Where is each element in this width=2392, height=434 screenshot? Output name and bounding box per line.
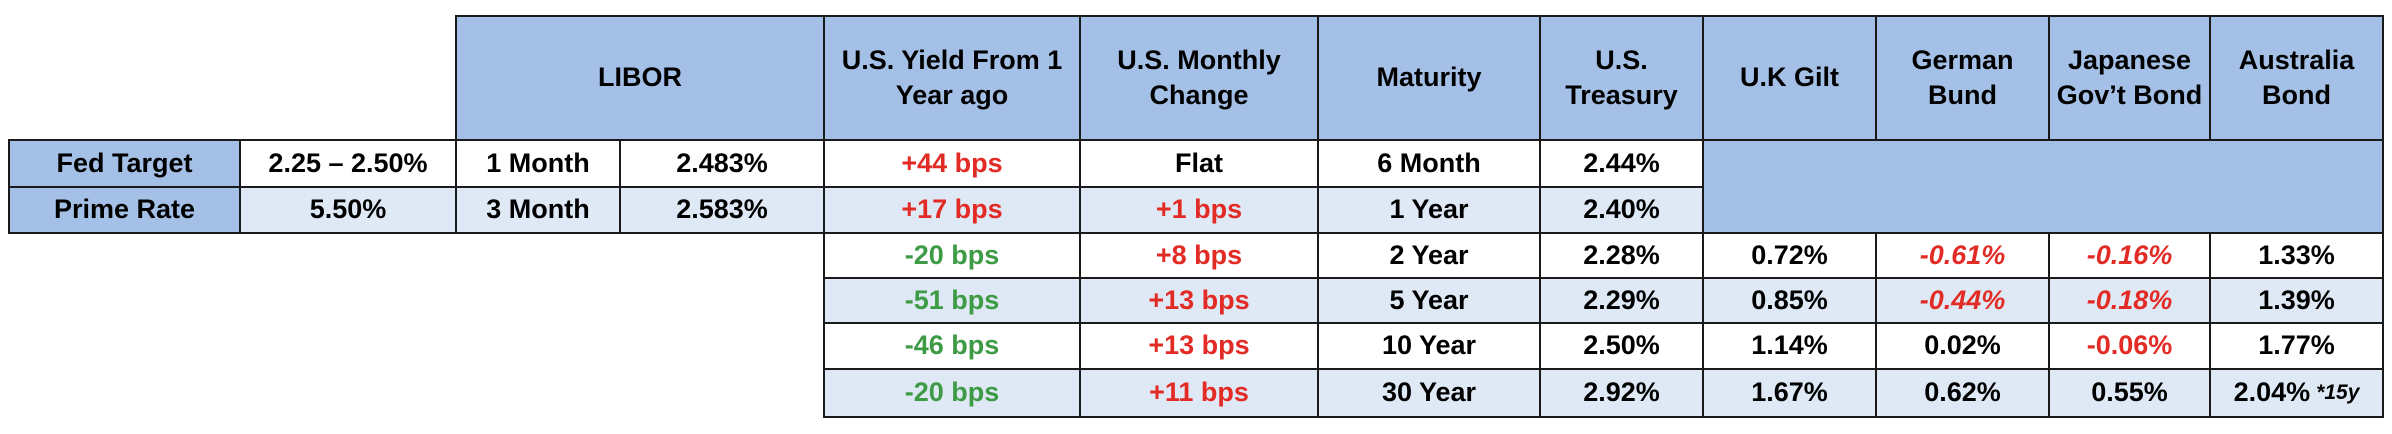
monthly-change-cell: +13 bps [1079, 277, 1319, 324]
maturity-cell: 2 Year [1317, 232, 1541, 279]
header-australia-bond: Australia Bond [2209, 15, 2384, 141]
yield-1y-cell: -46 bps [823, 322, 1081, 370]
libor-term: 3 Month [455, 186, 621, 234]
header-monthly-change-text: U.S. Monthly Change [1117, 44, 1281, 110]
libor-rate: 2.583% [619, 186, 825, 234]
treasury-cell: 2.28% [1539, 232, 1704, 279]
header-uk-gilt: U.K Gilt [1702, 15, 1877, 141]
header-uk-gilt-text: U.K Gilt [1740, 62, 1839, 93]
bund-cell: 0.02% [1875, 322, 2050, 370]
monthly-change-cell: +1 bps [1079, 186, 1319, 234]
treasury-cell: 2.50% [1539, 322, 1704, 370]
fed-target-label: Fed Target [8, 139, 241, 188]
foreign-bonds-empty-block [1702, 139, 2384, 234]
header-libor-text: LIBOR [598, 62, 682, 93]
aus-cell: 1.33% [2209, 232, 2384, 279]
yield-1y-cell: +17 bps [823, 186, 1081, 234]
gilt-cell: 1.67% [1702, 368, 1877, 418]
header-australia-bond-text: Australia Bond [2238, 44, 2355, 110]
libor-term: 1 Month [455, 139, 621, 188]
monthly-change-cell: Flat [1079, 139, 1319, 188]
header-yield-1y-text: U.S. Yield From 1 Year ago [841, 44, 1063, 110]
aus-cell: 2.04% *15y [2209, 368, 2384, 418]
jgb-cell: -0.16% [2048, 232, 2211, 279]
treasury-cell: 2.44% [1539, 139, 1704, 188]
gilt-cell: 0.85% [1702, 277, 1877, 324]
yield-1y-cell: +44 bps [823, 139, 1081, 188]
gilt-cell: 1.14% [1702, 322, 1877, 370]
header-libor: LIBOR [455, 15, 825, 141]
gilt-cell: 0.72% [1702, 232, 1877, 279]
header-yield-1y: U.S. Yield From 1 Year ago [823, 15, 1081, 141]
maturity-cell: 5 Year [1317, 277, 1541, 324]
aus-footnote: *15y [2316, 381, 2360, 405]
header-us-treasury-text: U.S. Treasury [1565, 44, 1678, 110]
jgb-cell: 0.55% [2048, 368, 2211, 418]
bund-cell: 0.62% [1875, 368, 2050, 418]
yield-1y-cell: -20 bps [823, 232, 1081, 279]
header-maturity-text: Maturity [1376, 62, 1482, 93]
aus-value: 2.04% [2233, 377, 2311, 408]
monthly-change-cell: +13 bps [1079, 322, 1319, 370]
monthly-change-cell: +8 bps [1079, 232, 1319, 279]
header-us-treasury: U.S. Treasury [1539, 15, 1704, 141]
header-monthly-change: U.S. Monthly Change [1079, 15, 1319, 141]
maturity-cell: 6 Month [1317, 139, 1541, 188]
maturity-cell: 1 Year [1317, 186, 1541, 234]
header-japanese-bond: Japanese Gov’t Bond [2048, 15, 2211, 141]
aus-cell: 1.39% [2209, 277, 2384, 324]
maturity-cell: 30 Year [1317, 368, 1541, 418]
maturity-cell: 10 Year [1317, 322, 1541, 370]
fed-target-value: 2.25 – 2.50% [239, 139, 457, 188]
header-maturity: Maturity [1317, 15, 1541, 141]
monthly-change-cell: +11 bps [1079, 368, 1319, 418]
bund-cell: -0.61% [1875, 232, 2050, 279]
treasury-cell: 2.29% [1539, 277, 1704, 324]
header-japanese-bond-text: Japanese Gov’t Bond [2056, 44, 2203, 110]
header-german-bund-text: German Bund [1911, 44, 2014, 110]
jgb-cell: -0.18% [2048, 277, 2211, 324]
aus-cell: 1.77% [2209, 322, 2384, 370]
treasury-cell: 2.92% [1539, 368, 1704, 418]
libor-rate: 2.483% [619, 139, 825, 188]
prime-rate-value: 5.50% [239, 186, 457, 234]
yield-1y-cell: -20 bps [823, 368, 1081, 418]
jgb-cell: -0.06% [2048, 322, 2211, 370]
bund-cell: -0.44% [1875, 277, 2050, 324]
header-german-bund: German Bund [1875, 15, 2050, 141]
treasury-cell: 2.40% [1539, 186, 1704, 234]
prime-rate-label: Prime Rate [8, 186, 241, 234]
yield-1y-cell: -51 bps [823, 277, 1081, 324]
